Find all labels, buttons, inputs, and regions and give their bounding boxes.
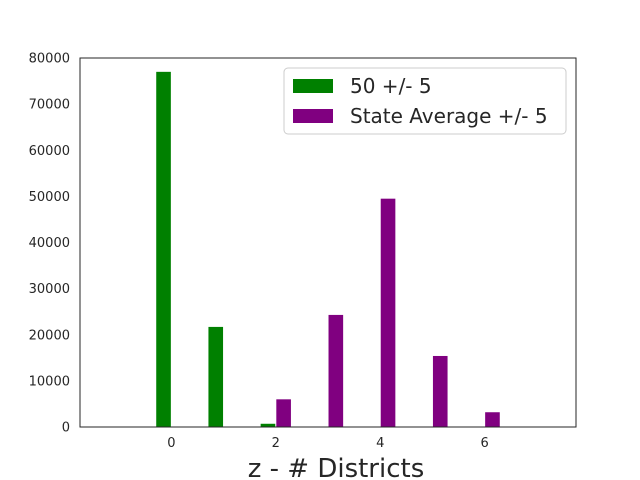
x-tick-label: 2 — [272, 436, 280, 451]
y-tick-label: 10000 — [29, 374, 70, 389]
y-axis: 0 10000 20000 30000 40000 50000 60000 70000 8000… — [29, 52, 70, 436]
bar-series2-z5 — [432, 355, 448, 427]
legend-box — [283, 67, 567, 135]
y-tick-label: 40000 — [29, 236, 70, 251]
y-tick-label: 30000 — [29, 282, 70, 297]
y-tick-label: 50000 — [29, 190, 70, 205]
x-axis-title: z - # Districts — [248, 454, 425, 480]
bar-series2-z3 — [328, 314, 344, 427]
x-tick-label: 0 — [167, 436, 175, 451]
legend-label: 50 +/- 5 — [350, 74, 432, 98]
legend: 50 +/- 5 State Average +/- 5 — [283, 67, 567, 135]
legend-swatch — [293, 109, 333, 123]
x-tick-label: 4 — [376, 436, 384, 451]
y-tick-label: 70000 — [29, 98, 70, 113]
y-tick-label: 80000 — [29, 52, 70, 67]
bar-series1-z1 — [208, 326, 224, 427]
legend-label: State Average +/- 5 — [350, 104, 548, 128]
bars-layer — [156, 71, 500, 427]
y-tick-label: 60000 — [29, 144, 70, 159]
x-axis: 0 2 4 6 — [167, 436, 489, 451]
bar-series2-z6 — [485, 412, 500, 427]
y-tick-label: 20000 — [29, 328, 70, 343]
legend-swatch — [293, 79, 333, 93]
bar-series1-z0 — [156, 71, 171, 427]
y-tick-label: 0 — [62, 421, 70, 436]
x-tick-label: 6 — [480, 436, 488, 451]
bar-series2-z2 — [276, 399, 291, 427]
bar-series1-z2 — [260, 423, 276, 427]
bar-series2-z4 — [380, 198, 396, 427]
plot-frame — [79, 57, 577, 428]
